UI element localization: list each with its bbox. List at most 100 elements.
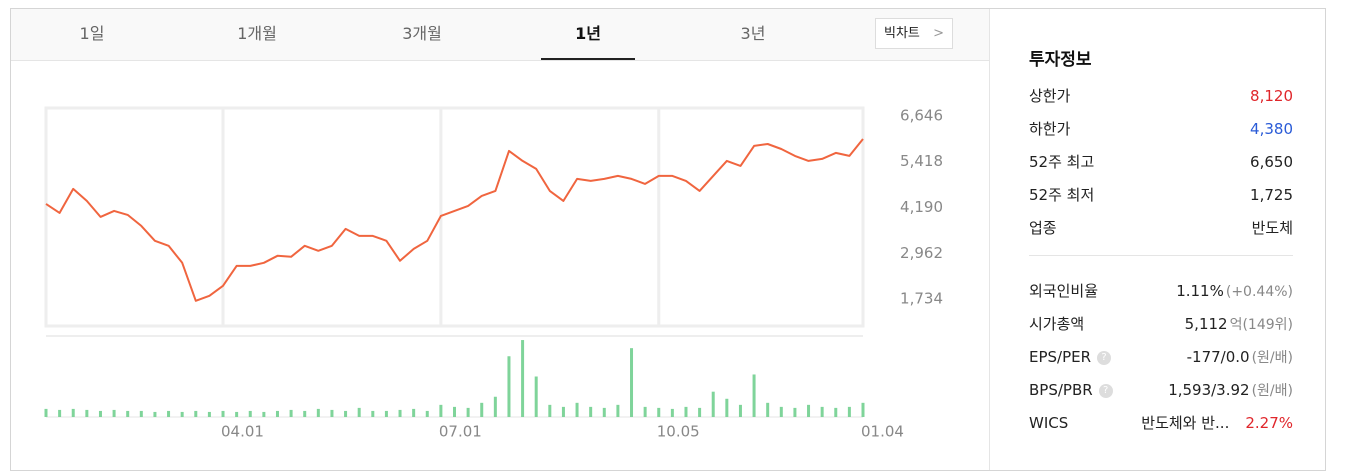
info-row: WICS 반도체와 반... 2.27% [1029, 411, 1293, 435]
note: (원/배) [1251, 383, 1293, 399]
value: 1,593/3.92 [1168, 381, 1250, 399]
value: 1.11% [1176, 282, 1224, 300]
volume-bar [371, 410, 375, 417]
info-row: 시가총액 5,112 억(149위) [1029, 312, 1293, 336]
volume-bar [466, 407, 470, 417]
x-tick-label: 04.01 [221, 423, 264, 441]
volume-bar [194, 410, 198, 417]
volume-bar [384, 410, 388, 417]
volume-bar [534, 376, 538, 417]
help-icon[interactable]: ? [1098, 383, 1113, 398]
info-row: 외국인비율 1.11% (+0.44%) [1029, 279, 1293, 303]
volume-bar [44, 408, 48, 417]
volume-bar [357, 407, 361, 417]
price-line [45, 138, 864, 302]
info-value: 반도체와 반... 2.27% [1141, 411, 1293, 435]
volume-bar [507, 356, 511, 417]
volume-bar [861, 402, 865, 417]
volume-bar [684, 406, 688, 417]
volume-bar [670, 408, 674, 417]
value: 5,112 [1184, 315, 1228, 333]
volume-bar [221, 410, 225, 417]
info-value: 5,112 억(149위) [1185, 312, 1293, 337]
help-icon[interactable]: ? [1097, 350, 1112, 365]
volume-bar [303, 410, 307, 417]
volume-bar [711, 391, 715, 417]
volume-bar [752, 374, 756, 417]
x-tick-label: 07.01 [439, 423, 482, 441]
info-label: 52주 최저 [1029, 186, 1095, 204]
period-tab[interactable]: 1일 [79, 24, 105, 43]
period-tab[interactable]: 1개월 [237, 24, 277, 43]
volume-bar [561, 406, 565, 417]
volume-bar [235, 411, 239, 417]
volume-bar [453, 406, 456, 417]
period-tabs: 1일 1개월 3개월 1년 3년 [11, 9, 989, 61]
volume-bar [85, 409, 89, 417]
note: 2.27% [1245, 414, 1293, 432]
info-value: -177/0.0 (원/배) [1187, 345, 1293, 370]
volume-bar [820, 406, 824, 417]
big-chart-button[interactable]: 빅차트 [875, 18, 953, 49]
volume-bar [412, 408, 416, 417]
period-tab[interactable]: 1년 [541, 9, 635, 60]
info-label: 52주 최고 [1029, 153, 1095, 171]
note: 억(149위) [1229, 317, 1293, 333]
info-value: 반도체 [1251, 219, 1293, 237]
volume-bar [766, 402, 770, 417]
divider [989, 9, 990, 470]
info-label: 상한가 [1029, 87, 1071, 105]
volume-bar [847, 406, 851, 417]
info-row: 하한가 4,380 [1029, 117, 1293, 141]
info-label: BPS/PBR [1029, 381, 1093, 399]
info-row: BPS/PBR? 1,593/3.92 (원/배) [1029, 378, 1293, 402]
volume-bar [98, 410, 102, 417]
volume-bar [180, 411, 184, 417]
info-value: 1,725 [1250, 186, 1293, 204]
volume-bar [616, 404, 620, 417]
volume-bar [493, 396, 497, 417]
y-tick-label: 1,734 [900, 290, 943, 308]
volume-bar [126, 410, 130, 417]
volume-bar [58, 409, 62, 417]
x-tick-label: 10.05 [657, 423, 700, 441]
volume-bar [248, 410, 252, 417]
volume-bar [112, 409, 116, 417]
volume-bar [275, 410, 279, 417]
info-row: 52주 최저 1,725 [1029, 183, 1293, 207]
volume-bar [207, 411, 211, 417]
volume-bar [439, 404, 443, 417]
volume-bar [834, 407, 838, 417]
stock-widget: 1일 1개월 3개월 1년 3년 빅차트 6,646 5,418 4,190 2,962 1,7… [10, 8, 1326, 471]
info-title: 투자정보 [1029, 50, 1092, 70]
y-tick-label: 5,418 [900, 152, 943, 170]
info-value: 8,120 [1250, 87, 1293, 105]
volume-bar [167, 410, 171, 417]
volume-bar [71, 408, 75, 417]
info-row: 상한가 8,120 [1029, 84, 1293, 108]
volume-bar [589, 406, 593, 417]
volume-bar [643, 406, 647, 417]
volume-bar [398, 409, 402, 417]
volume-bar [725, 398, 729, 417]
volume-bar [779, 406, 783, 417]
volume-bar [548, 404, 552, 417]
period-tab[interactable]: 3년 [740, 24, 766, 43]
note: (원/배) [1251, 350, 1293, 366]
info-row: 52주 최고 6,650 [1029, 150, 1293, 174]
volume-bar [793, 407, 797, 417]
volume-bar [139, 410, 143, 417]
separator [1029, 255, 1293, 256]
note: (+0.44%) [1225, 284, 1293, 300]
info-label: EPS/PER [1029, 348, 1092, 366]
info-value: 4,380 [1250, 120, 1293, 138]
x-tick-label: 01.04 [861, 423, 904, 441]
y-tick-label: 2,962 [900, 244, 943, 262]
info-label: 시가총액 [1029, 315, 1085, 333]
volume-bar [602, 407, 606, 417]
info-label: 업종 [1029, 219, 1057, 237]
volume-bar [630, 348, 634, 417]
volume-bar [480, 402, 484, 417]
period-tab[interactable]: 3개월 [402, 24, 442, 43]
info-value: 1.11% (+0.44%) [1176, 279, 1293, 304]
